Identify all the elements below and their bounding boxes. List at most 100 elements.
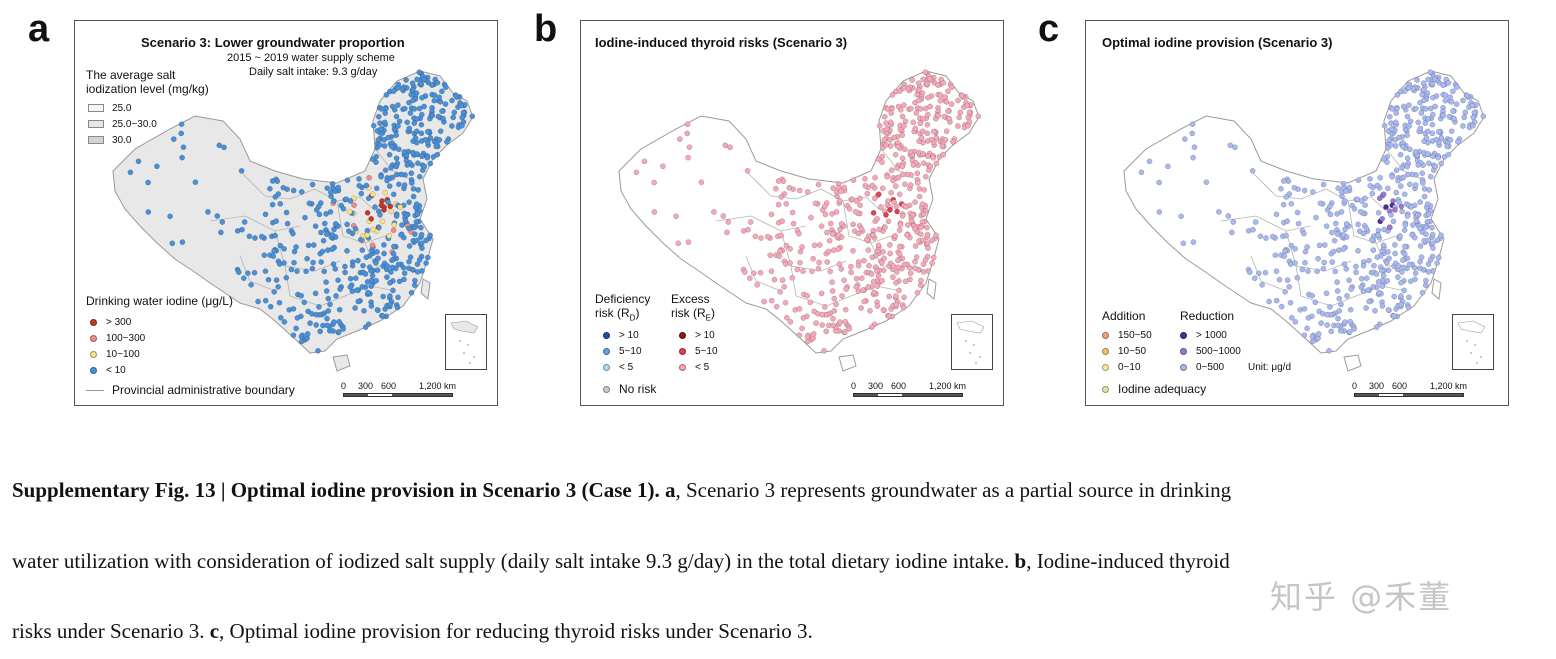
site-dot [267,303,274,310]
site-dot [1332,268,1339,275]
site-dot [919,201,926,207]
site-dot [1407,278,1414,285]
site-dot [1461,114,1468,121]
site-dot [281,260,287,266]
site-dot [394,304,401,311]
site-dot [1462,109,1469,116]
site-dot [239,226,245,233]
site-dot [393,132,400,139]
site-dot [813,320,819,326]
site-dot [387,301,393,308]
site-dot [1335,185,1342,191]
site-dot [1301,332,1308,339]
site-dot [897,222,904,228]
site-dot [848,269,854,276]
site-dot [387,279,393,286]
site-dot [1388,126,1395,133]
site-dot [1335,315,1341,322]
site-dot [1430,245,1436,251]
site-dot [866,262,872,269]
site-dot [903,204,910,210]
site-dot [1396,134,1402,141]
site-dot [1356,228,1363,234]
site-dot [1470,122,1476,129]
site-dot [369,242,376,249]
site-dot [244,270,251,277]
site-dot [1423,135,1430,141]
site-dot [887,242,893,248]
site-dot [918,231,924,238]
site-dot [1357,208,1364,215]
site-dot [868,271,875,277]
site-dot [386,183,393,189]
site-dot [362,324,369,330]
site-dot [894,208,900,215]
deficiency-legend-item: < 5 [603,360,633,374]
site-dot [924,121,931,128]
site-dot [1288,314,1295,321]
site-dot [416,173,423,180]
site-dot [910,162,917,168]
site-dot [306,200,313,207]
site-dot [332,220,339,227]
site-dot [975,113,982,120]
site-dot [879,159,885,166]
site-dot [894,165,900,171]
site-dot [929,260,935,266]
site-dot [822,304,828,310]
adequacy-legend: Iodine adequacy [1102,382,1206,396]
site-dot [829,231,836,238]
site-dot [1421,193,1428,200]
site-dot [315,203,322,210]
site-dot [318,259,325,265]
site-dot [871,289,877,296]
site-dot [1395,274,1401,280]
site-dot [368,267,374,274]
site-dot [819,311,826,318]
site-dot [1429,121,1436,128]
site-dot [178,130,185,137]
site-dot [180,144,187,151]
site-dot [355,298,362,305]
site-dot [1413,217,1420,224]
site-dot [1269,233,1276,240]
site-dot [347,198,354,204]
site-dot [884,173,890,180]
site-dot [388,165,394,171]
site-dot [1407,181,1413,188]
site-dot [398,232,404,238]
site-dot [783,242,790,249]
site-dot [219,219,226,225]
site-dot [851,228,858,234]
site-dot [397,204,404,210]
site-dot [1358,198,1365,204]
site-dot [347,275,354,282]
site-dot [899,155,906,162]
site-dot [1257,233,1264,240]
site-dot [1334,288,1341,294]
site-dot [1367,176,1373,182]
site-dot [381,250,387,257]
site-dot [926,76,933,82]
site-dot [924,81,931,87]
site-dot [1412,149,1419,155]
site-dot [406,243,413,249]
site-dot [1469,102,1476,109]
site-dot [377,142,383,148]
site-dot [318,229,324,236]
site-dot [912,225,918,232]
site-dot [1418,254,1425,260]
site-dot [1338,209,1345,215]
site-dot [390,191,397,198]
site-dot [836,261,843,267]
site-dot [1329,229,1335,236]
addition-legend-item: 150~50 [1102,328,1152,342]
site-dot [1451,115,1457,122]
site-dot [1414,77,1420,83]
site-dot [945,108,951,115]
site-dot [390,250,397,257]
site-dot [389,143,395,150]
site-dot [407,110,414,116]
site-dot [1285,178,1292,185]
site-dot [887,119,894,126]
